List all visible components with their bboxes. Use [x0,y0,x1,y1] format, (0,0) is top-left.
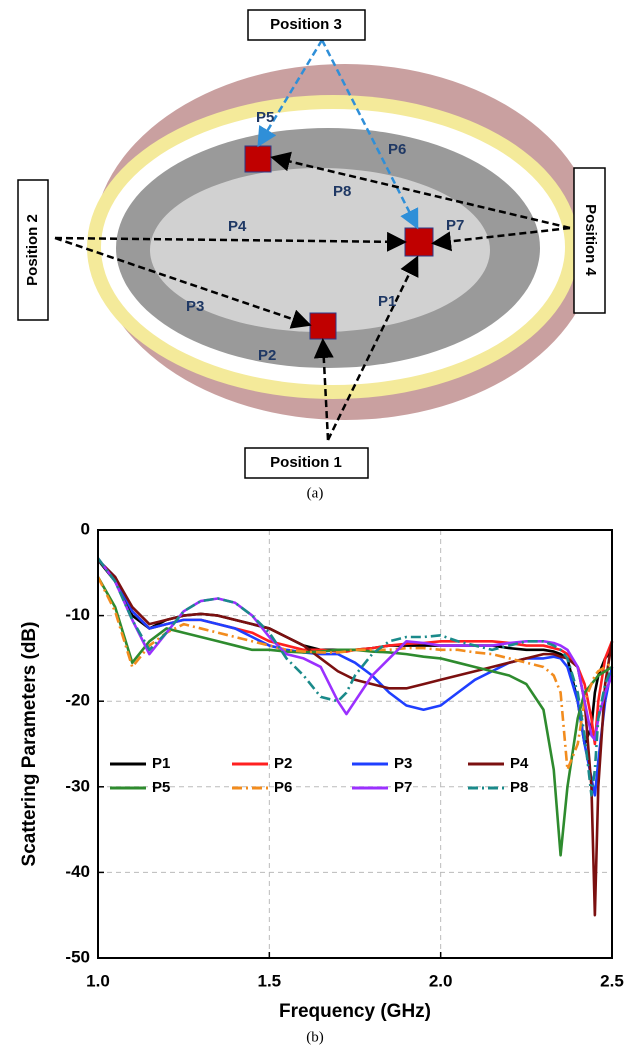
y-tick-label: -10 [65,605,90,624]
x-tick-label: 2.5 [600,971,624,990]
legend-label: P2 [274,755,292,772]
path-label: P1 [378,293,396,310]
path-label: P4 [228,218,247,235]
caption: (a) [307,485,324,501]
y-tick-label: -40 [65,862,90,881]
position-box [17,179,49,321]
position-label: Position 2 [24,214,41,286]
x-tick-label: 1.5 [258,971,282,990]
position-box [573,167,606,314]
position-box [244,447,369,479]
x-tick-label: 1.0 [86,971,110,990]
series-line [96,559,614,746]
legend-label: P7 [394,779,412,796]
antenna-p [309,312,337,340]
y-tick-label: -20 [65,691,90,710]
antenna-p [404,227,434,257]
path-label: P6 [388,141,406,158]
series-line [96,557,614,797]
position-box [247,9,366,41]
head-diagram: Position 1 Position 2 Position 3 Positio… [17,9,606,479]
series-line [97,559,614,917]
x-axis-label: Frequency (GHz) [279,1001,431,1022]
antenna-p [244,145,272,173]
series-line [96,576,613,771]
position-label: Position 1 [270,454,342,471]
legend-label: P1 [152,755,170,772]
series-line [96,576,613,857]
y-tick-label: -30 [65,776,90,795]
path-label: P2 [258,347,276,364]
chart: 0 -10 -20 -30 -40 -50 1.0 1.5 2.0 2.5 P1 P2 P3 P4 P5 P6… [65,519,623,990]
blue-arrows [257,39,419,230]
caption: (b) [306,1029,324,1045]
legend-label: P5 [152,779,170,796]
series-line [97,559,614,797]
y-tick-label: -50 [65,947,90,966]
legend-label: P8 [510,779,528,796]
path-label: P3 [186,298,204,315]
path-label: P8 [333,183,351,200]
position-label: Position 3 [270,16,342,33]
series-line [97,559,614,746]
black-arrows [54,151,571,441]
path-label: P5 [256,109,274,126]
plot-frame [97,529,613,959]
position-label: Position 4 [582,204,599,276]
path-label: P7 [446,217,464,234]
y-tick-label: 0 [81,519,90,538]
legend-label: P6 [274,779,292,796]
x-tick-label: 2.0 [429,971,453,990]
y-axis-label: Scattering Parameters (dB) [19,622,40,867]
legend-label: P3 [394,755,412,772]
series-line [96,557,614,742]
legend-label: P4 [510,755,529,772]
